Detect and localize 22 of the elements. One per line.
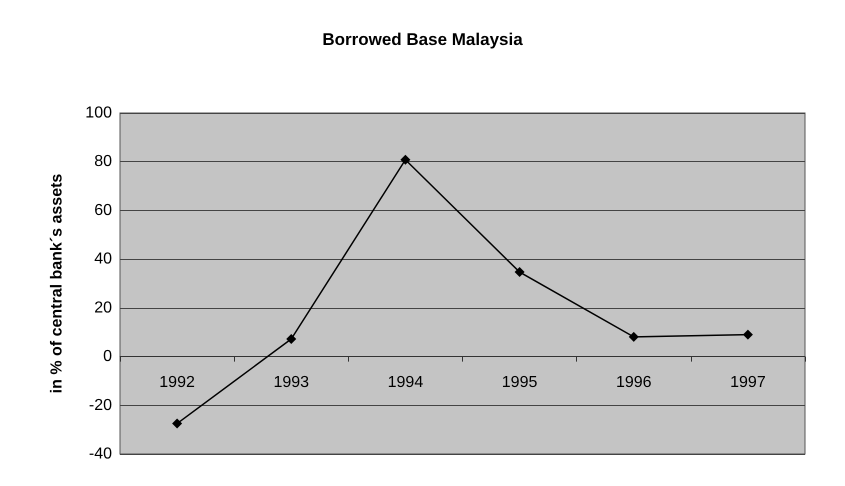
point — [286, 334, 296, 344]
y-tick-label: -40 — [88, 446, 112, 462]
y-tick-label: 100 — [85, 104, 112, 122]
y-tick-label: 40 — [94, 250, 112, 268]
x-tick-label: 1993 — [273, 374, 310, 392]
point — [628, 332, 639, 342]
x-tick-label: 1992 — [159, 374, 195, 392]
y-tick-label: 0 — [103, 348, 112, 366]
y-tick-label: 80 — [94, 153, 112, 170]
x-tick-label: 1997 — [730, 374, 766, 392]
x-tick-label: 1995 — [502, 374, 538, 392]
y-tick-label: 60 — [94, 202, 112, 219]
y-tick-label: -20 — [88, 396, 112, 414]
x-tick-label: 1996 — [616, 374, 652, 392]
y-tick-label: 20 — [94, 299, 112, 316]
y-axis-title: in % of central bank´s assets — [48, 174, 66, 394]
x-tick-label: 1994 — [388, 374, 424, 392]
point — [742, 330, 753, 340]
chart-title: Borrowed Base Malaysia — [322, 30, 524, 49]
point — [172, 418, 182, 429]
point — [514, 267, 525, 278]
point — [400, 154, 410, 165]
